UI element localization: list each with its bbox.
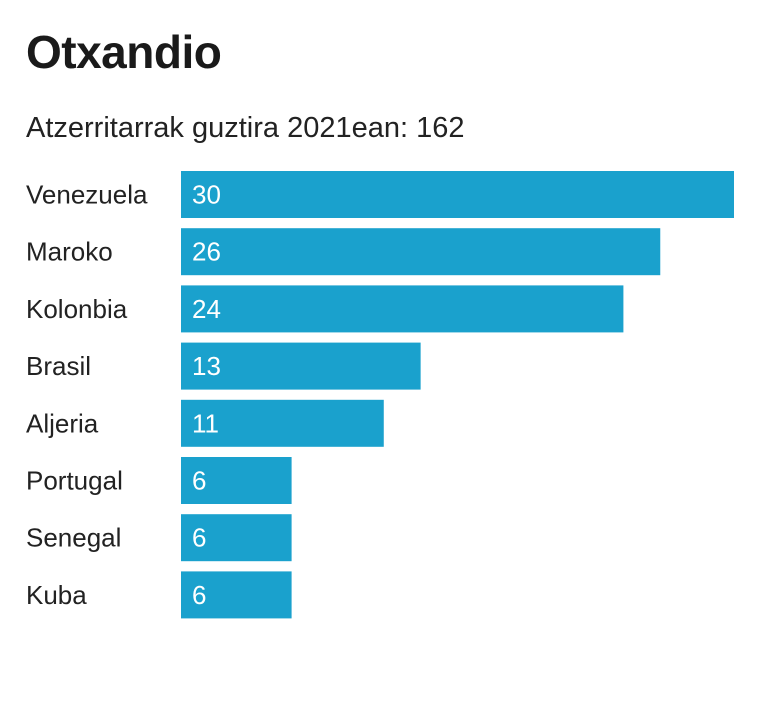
bar [181,342,421,390]
category-label: Kuba [26,580,87,610]
bar [181,171,734,218]
category-label: Portugal [26,466,123,496]
bar [181,399,384,447]
bar-value-label: 13 [192,351,221,381]
category-label: Brasil [26,351,91,381]
bar [181,514,292,562]
category-label: Maroko [26,237,113,267]
bar-value-label: 6 [192,523,206,553]
category-label: Senegal [26,523,121,553]
category-label: Venezuela [26,180,148,210]
bar [181,285,624,333]
bar-value-label: 6 [192,580,206,610]
chart-title: Otxandio [26,26,222,78]
bar-value-label: 24 [192,294,221,324]
bar [181,457,292,504]
bar-value-label: 6 [192,466,206,496]
category-label: Kolonbia [26,294,128,324]
bar-value-label: 11 [192,408,219,438]
bar [181,228,661,276]
category-label: Aljeria [26,408,99,438]
bar-value-label: 26 [192,237,221,267]
chart-subtitle: Atzerritarrak guztira 2021ean: 162 [26,112,465,144]
bar [181,571,292,619]
bar-value-label: 30 [192,180,221,210]
